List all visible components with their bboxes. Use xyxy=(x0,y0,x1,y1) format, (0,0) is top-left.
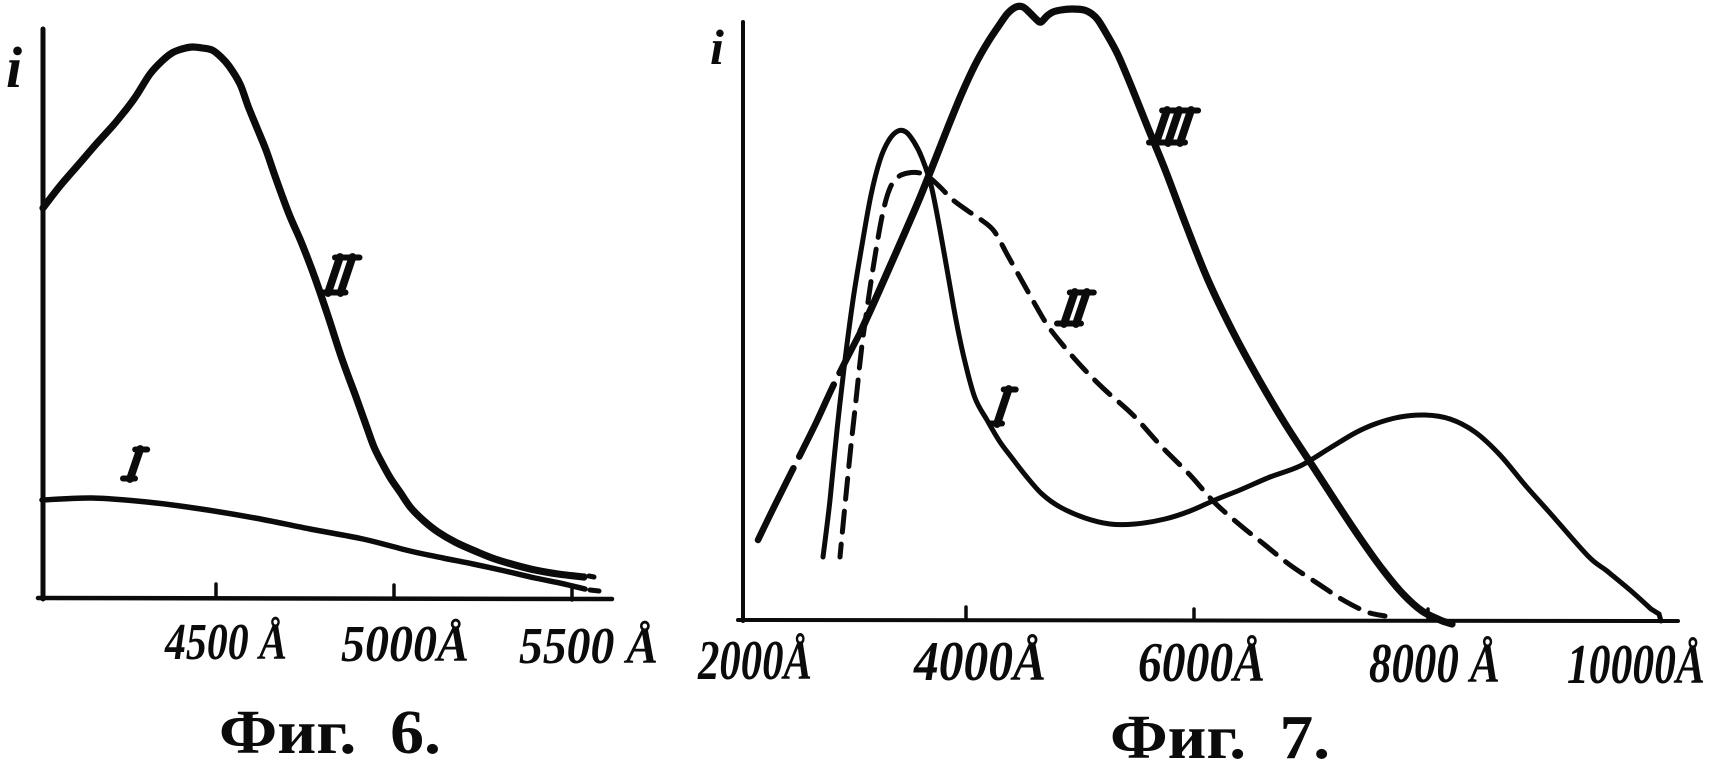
svg-text:5500 Å: 5500 Å xyxy=(519,618,658,675)
svg-text:4000Å: 4000Å xyxy=(913,631,1046,693)
svg-text:4500 Å: 4500 Å xyxy=(164,614,287,671)
svg-text:10000Å: 10000Å xyxy=(1567,634,1705,696)
svg-text:2000Å: 2000Å xyxy=(697,630,812,692)
svg-text:Фиг. 7.: Фиг. 7. xyxy=(1110,704,1330,768)
svg-text:Фиг. 6.: Фиг. 6. xyxy=(219,699,441,767)
svg-text:6000Å: 6000Å xyxy=(1138,632,1265,694)
svg-text:i: i xyxy=(710,19,724,75)
svg-text:i: i xyxy=(6,35,22,100)
svg-text:8000 Å: 8000 Å xyxy=(1369,633,1500,695)
svg-text:5000Å: 5000Å xyxy=(341,616,469,673)
